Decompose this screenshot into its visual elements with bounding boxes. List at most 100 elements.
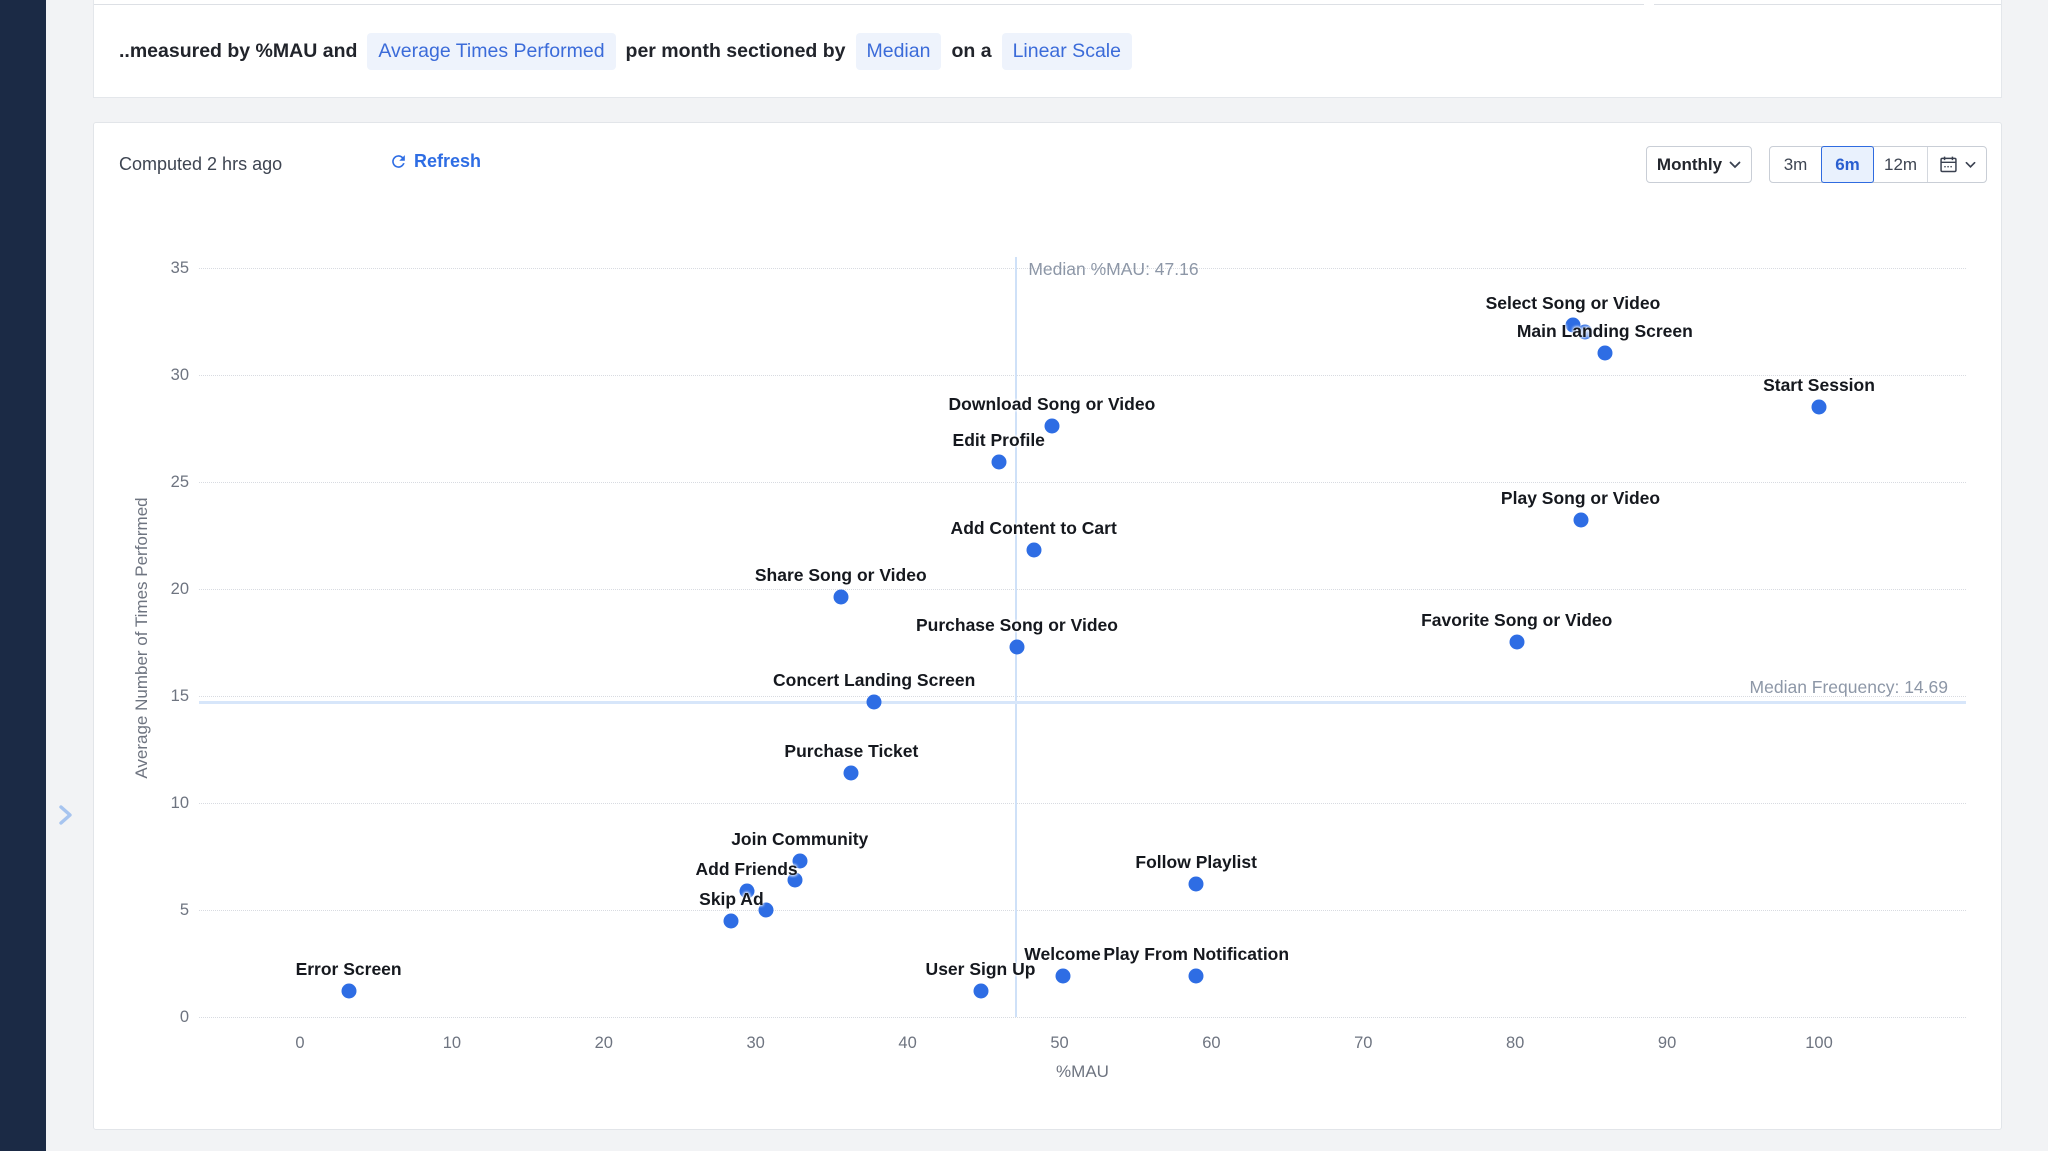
data-point[interactable]: [787, 872, 803, 888]
x-axis-title: %MAU: [1056, 1062, 1109, 1081]
range-button-6m[interactable]: 6m: [1821, 146, 1874, 183]
query-prefix-text: ..measured by %MAU and: [119, 39, 358, 62]
y-axis-title: Average Number of Times Performed: [132, 497, 151, 779]
y-tick-label: 5: [179, 900, 189, 919]
query-summary-line: ..measured by %MAU and Average Times Per…: [119, 5, 1981, 97]
data-point-error-screen[interactable]: [341, 983, 357, 999]
section-selector-pill[interactable]: Median: [855, 32, 942, 70]
point-label: Welcome: [1024, 944, 1101, 965]
data-point-skip-ad[interactable]: [723, 913, 739, 929]
point-label: Start Session: [1763, 374, 1875, 395]
point-label: Add Friends: [695, 858, 798, 879]
y-tick-label: 35: [170, 258, 189, 277]
data-point-play-from-notification[interactable]: [1188, 968, 1204, 984]
y-tick-label: 15: [170, 686, 189, 705]
x-tick-label: 30: [746, 1034, 765, 1052]
x-tick-label: 90: [1657, 1034, 1677, 1052]
data-point-play-song-or-video[interactable]: [1573, 512, 1589, 528]
x-tick-label: 0: [295, 1034, 305, 1052]
y-tick-label: 0: [179, 1008, 189, 1026]
granularity-label: Monthly: [1656, 154, 1723, 174]
y-gridline: [199, 695, 1966, 697]
data-point[interactable]: [758, 902, 774, 918]
sidebar-expand-button[interactable]: [52, 801, 78, 829]
panel-divider: [1654, 4, 2001, 5]
date-range-segmented-control: 3m 6m 12m: [1769, 146, 1988, 183]
y-tick-label: 20: [170, 579, 189, 598]
data-point-select-song-or-video[interactable]: [1565, 317, 1581, 333]
x-tick-label: 10: [442, 1034, 462, 1052]
y-tick-label: 10: [170, 793, 189, 812]
median-x-label: Median %MAU: 47.16: [1028, 258, 1199, 279]
query-mid-text: per month sectioned by: [625, 39, 846, 62]
computed-timestamp: Computed 2 hrs ago: [119, 154, 283, 174]
data-point-main-landing-screen[interactable]: [1597, 345, 1613, 361]
chart-card: Computed 2 hrs ago Refresh Monthly 3m 6m…: [93, 122, 2002, 1130]
point-label: Favorite Song or Video: [1421, 610, 1613, 631]
data-point-download-song-or-video[interactable]: [1044, 418, 1060, 434]
data-point-add-content-to-cart[interactable]: [1026, 542, 1042, 558]
point-label: Join Community: [731, 828, 869, 849]
data-point[interactable]: [1577, 324, 1593, 340]
query-summary-card: ..measured by %MAU and Average Times Per…: [93, 0, 2002, 98]
chevron-down-icon: [1965, 161, 1976, 169]
data-point-edit-profile[interactable]: [991, 454, 1007, 470]
x-tick-label: 70: [1354, 1034, 1373, 1052]
custom-date-range-button[interactable]: [1928, 147, 1986, 182]
x-tick-label: 80: [1506, 1034, 1525, 1052]
data-point-user-sign-up[interactable]: [973, 983, 988, 999]
data-point-purchase-ticket[interactable]: [843, 765, 859, 781]
measure-selector-pill[interactable]: Average Times Performed: [367, 32, 616, 70]
point-label: Follow Playlist: [1135, 852, 1257, 873]
data-point-purchase-song-or-video[interactable]: [1009, 639, 1025, 655]
chevron-right-icon: [54, 803, 76, 827]
y-gridline: [199, 588, 1966, 590]
refresh-label: Refresh: [414, 151, 482, 171]
y-gridline: [199, 802, 1966, 804]
calendar-icon: [1938, 154, 1959, 175]
data-point-join-community[interactable]: [792, 853, 808, 869]
x-tick-label: 100: [1805, 1034, 1833, 1052]
point-label: Error Screen: [295, 959, 402, 980]
data-point-start-session[interactable]: [1811, 399, 1827, 415]
query-mid2-text: on a: [951, 39, 992, 62]
x-tick-label: 20: [594, 1034, 613, 1052]
point-label: Purchase Song or Video: [915, 614, 1118, 635]
y-gridline: [199, 909, 1966, 911]
median-y-label: Median Frequency: 14.69: [1749, 677, 1948, 698]
y-tick-label: 30: [170, 365, 189, 384]
chart-card-header: Computed 2 hrs ago Refresh Monthly 3m 6m…: [94, 123, 2001, 193]
x-tick-label: 40: [898, 1034, 917, 1052]
point-label: Purchase Ticket: [784, 740, 919, 761]
data-point-follow-playlist[interactable]: [1188, 876, 1204, 892]
point-label: Main Landing Screen: [1516, 321, 1693, 342]
median-x-line: [1015, 256, 1018, 1017]
point-label: Add Content to Cart: [950, 518, 1117, 539]
granularity-dropdown[interactable]: Monthly: [1646, 146, 1752, 183]
point-label: User Sign Up: [925, 959, 1036, 980]
point-label: Play From Notification: [1103, 944, 1290, 965]
sidebar-strip: [0, 0, 46, 1151]
point-label: Download Song or Video: [948, 394, 1156, 415]
y-gridline: [199, 374, 1966, 376]
chevron-down-icon: [1729, 161, 1741, 169]
point-label: Select Song or Video: [1485, 293, 1661, 314]
y-gridline: [199, 481, 1966, 483]
point-label: Edit Profile: [952, 430, 1045, 451]
data-point-favorite-song-or-video[interactable]: [1509, 634, 1525, 650]
refresh-button[interactable]: Refresh: [389, 151, 481, 172]
point-label: Share Song or Video: [754, 565, 927, 586]
range-button-12m[interactable]: 12m: [1874, 147, 1929, 182]
y-tick-label: 25: [170, 472, 189, 491]
data-point-welcome[interactable]: [1055, 968, 1071, 984]
scale-selector-pill[interactable]: Linear Scale: [1001, 32, 1132, 70]
data-point-share-song-or-video[interactable]: [833, 589, 849, 605]
y-gridline: [199, 267, 1966, 269]
data-point-add-friends[interactable]: [739, 883, 755, 899]
point-label: Concert Landing Screen: [773, 670, 976, 691]
x-tick-label: 50: [1050, 1034, 1069, 1052]
data-point-concert-landing-screen[interactable]: [866, 694, 882, 710]
x-tick-label: 60: [1202, 1034, 1221, 1052]
panel-divider: [94, 4, 1644, 5]
y-gridline: [199, 1017, 1966, 1018]
